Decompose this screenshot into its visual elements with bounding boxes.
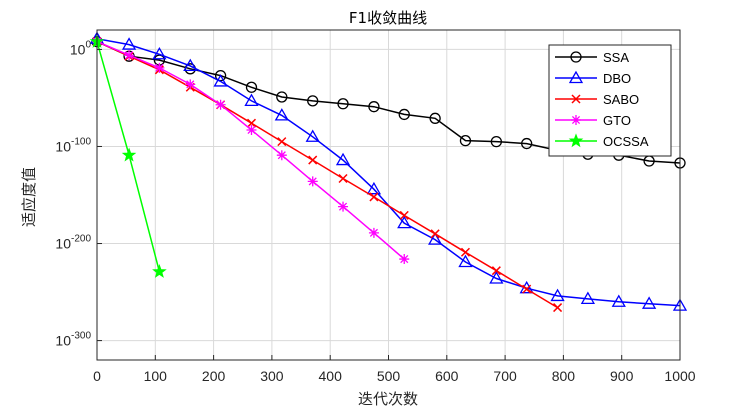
data-point-marker <box>213 74 228 87</box>
x-tick-label: 700 <box>493 368 517 384</box>
data-point-marker <box>369 192 379 202</box>
data-point-marker <box>611 294 626 307</box>
legend-entry-gto: GTO <box>555 113 631 128</box>
chart-title: F1收敛曲线 <box>349 9 427 27</box>
x-tick-label: 200 <box>202 368 226 384</box>
legend-label: DBO <box>603 71 631 86</box>
data-point-marker <box>338 173 348 184</box>
data-point-marker <box>124 50 135 61</box>
legend-label: SABO <box>603 92 639 107</box>
y-axis-ticks: 100 10-100 10-200 10-300 <box>55 39 102 349</box>
x-tick-label: 100 <box>144 368 168 384</box>
data-point-marker <box>183 58 198 72</box>
x-axis-ticks: 0 100 200 300 400 500 600 700 800 900 1000 <box>93 355 696 384</box>
x-axis-label: 迭代次数 <box>358 390 418 408</box>
data-point-marker <box>491 266 501 276</box>
data-point-marker <box>568 133 584 148</box>
data-point-marker <box>568 70 584 84</box>
legend-box <box>548 44 672 157</box>
data-point-marker <box>152 264 167 278</box>
legend-label: OCSSA <box>603 134 649 149</box>
data-point-marker <box>399 254 410 265</box>
x-tick-label: 400 <box>319 368 343 384</box>
legend-label: GTO <box>603 113 631 128</box>
legend-entry-ssa: SSA <box>555 50 629 65</box>
y-tick-label: 10-200 <box>55 234 91 252</box>
data-point-marker <box>185 79 196 90</box>
legend-label: SSA <box>603 50 629 65</box>
data-point-marker <box>570 51 582 63</box>
x-tick-label: 1000 <box>664 368 695 384</box>
y-axis-label: 适应度值 <box>20 167 38 227</box>
x-tick-label: 800 <box>552 368 576 384</box>
x-tick-label: 500 <box>377 368 401 384</box>
data-point-marker <box>307 176 318 187</box>
data-point-marker <box>429 112 441 124</box>
data-point-marker <box>307 95 319 107</box>
data-point-marker <box>276 150 287 161</box>
data-point-marker <box>337 98 349 110</box>
data-point-marker <box>458 254 473 268</box>
data-point-marker <box>399 210 409 220</box>
data-point-marker <box>430 229 440 239</box>
data-point-marker <box>274 108 289 121</box>
legend-entry-sabo: SABO <box>555 92 639 107</box>
data-point-marker <box>366 181 382 195</box>
x-tick-label: 0 <box>93 368 101 384</box>
data-point-marker <box>368 227 379 238</box>
legend-entry-dbo: DBO <box>555 70 631 86</box>
grid <box>96 30 681 360</box>
series-line <box>96 40 558 309</box>
data-point-marker <box>121 147 137 162</box>
data-point-marker <box>522 284 532 294</box>
data-point-marker <box>215 99 226 110</box>
data-point-marker <box>244 93 259 107</box>
y-tick-label: 10-100 <box>55 136 91 154</box>
legend: SSA DBO SABO GTO OCSSA <box>548 44 672 157</box>
data-point-marker <box>305 129 320 142</box>
data-point-marker <box>338 201 349 212</box>
data-point-marker <box>571 94 581 104</box>
data-point-marker <box>397 215 412 229</box>
data-point-marker <box>121 37 137 50</box>
data-point-marker <box>580 291 596 305</box>
y-tick-label: 100 <box>70 39 92 57</box>
data-point-marker <box>490 135 503 148</box>
data-point-marker <box>550 288 565 302</box>
data-point-marker <box>152 46 167 60</box>
x-tick-label: 600 <box>435 368 459 384</box>
data-point-marker <box>571 115 581 125</box>
data-point-marker <box>489 271 504 284</box>
x-tick-label: 300 <box>260 368 284 384</box>
data-point-marker <box>553 303 563 313</box>
data-point-marker <box>308 155 318 165</box>
legend-entry-ocssa: OCSSA <box>555 133 649 149</box>
data-point-marker <box>459 134 472 147</box>
data-point-marker <box>368 101 380 113</box>
data-point-marker <box>398 108 410 121</box>
y-tick-label: 10-300 <box>55 331 91 349</box>
data-point-marker <box>428 232 443 245</box>
data-point-marker <box>335 152 351 166</box>
data-point-marker <box>276 91 288 103</box>
data-point-marker <box>245 81 258 93</box>
x-tick-label: 900 <box>610 368 634 384</box>
data-point-marker <box>641 296 657 309</box>
data-point-marker <box>460 247 470 257</box>
data-point-marker <box>154 62 165 73</box>
data-point-marker <box>246 118 257 128</box>
data-point-marker <box>246 124 257 135</box>
data-point-marker <box>521 137 533 150</box>
data-point-marker <box>277 137 287 147</box>
